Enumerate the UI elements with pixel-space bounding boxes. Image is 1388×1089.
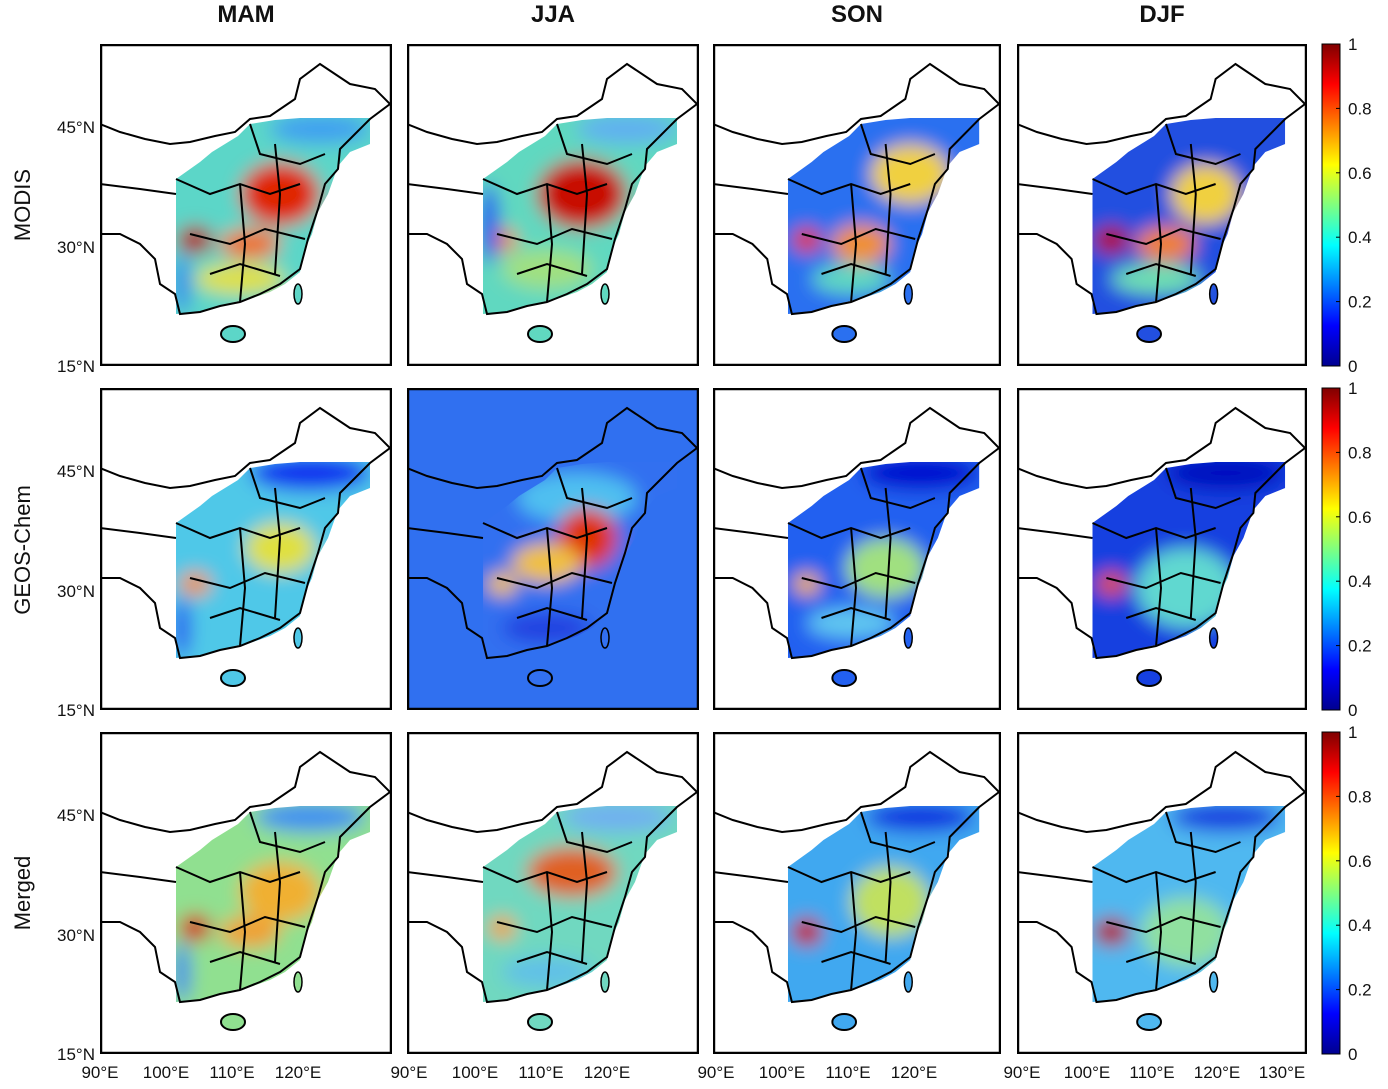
colorbar-tick-label: 0.2 [1348, 293, 1372, 312]
lon-tick-label: 100°E [1064, 1063, 1111, 1082]
lat-tick-label: 45°N [57, 118, 95, 137]
lon-tick-label: 90°E [697, 1063, 734, 1082]
lon-tick-label: 90°E [1003, 1063, 1040, 1082]
row-label: MODIS [10, 169, 35, 241]
lat-tick-label: 45°N [57, 462, 95, 481]
lon-tick-label: 90°E [390, 1063, 427, 1082]
map-panel [407, 44, 699, 366]
map-panel [100, 732, 392, 1054]
map-panel [713, 732, 1001, 1054]
lat-tick-label: 30°N [57, 238, 95, 257]
lon-tick-label: 100°E [452, 1063, 499, 1082]
map-panel [407, 388, 699, 710]
column-title: JJA [531, 1, 575, 28]
lat-tick-label: 30°N [57, 926, 95, 945]
colorbar-tick-label: 0 [1348, 1045, 1357, 1064]
colorbar-tick-label: 0.6 [1348, 852, 1372, 871]
lon-tick-label: 110°E [825, 1063, 870, 1082]
lon-tick-label: 110°E [1129, 1063, 1174, 1082]
map-panel [713, 388, 1001, 710]
lon-tick-label: 120°E [1194, 1063, 1241, 1082]
colorbar-tick-label: 0.2 [1348, 637, 1372, 656]
colorbar-tick-label: 0.8 [1348, 99, 1372, 118]
lon-ticks: 90°E 100°E 110°E 120°E 90°E 100°E 110°E … [81, 1063, 1305, 1082]
column-title: SON [831, 1, 883, 28]
colorbar-tick-label: 0.4 [1348, 572, 1372, 591]
lat-tick-label: 45°N [57, 806, 95, 825]
colorbar-tick-label: 0.8 [1348, 443, 1372, 462]
colorbar [1321, 731, 1341, 1055]
colorbar-tick-label: 1 [1348, 35, 1357, 54]
colorbar-tick-label: 0 [1348, 701, 1357, 720]
map-panel [407, 732, 699, 1054]
colorbar-tick-label: 1 [1348, 379, 1357, 398]
colorbar-tick-label: 0.6 [1348, 508, 1372, 527]
lat-tick-label: 15°N [57, 1045, 95, 1064]
map-panel [1017, 388, 1307, 710]
colorbar-tick-label: 1 [1348, 723, 1357, 742]
lon-tick-label: 110°E [518, 1063, 563, 1082]
lon-tick-label: 120°E [584, 1063, 631, 1082]
lon-tick-label: 100°E [759, 1063, 806, 1082]
lon-tick-label: 100°E [143, 1063, 190, 1082]
map-panel [100, 388, 392, 710]
row-label: GEOS-Chem [10, 485, 35, 615]
lat-tick-label: 15°N [57, 357, 95, 376]
lat-tick-label: 15°N [57, 701, 95, 720]
colorbar [1321, 387, 1341, 711]
colorbar-tick-label: 0.2 [1348, 981, 1372, 1000]
map-panel [1017, 732, 1307, 1054]
lon-tick-label: 130°E [1259, 1063, 1306, 1082]
column-title: DJF [1139, 1, 1184, 28]
colorbar-tick-label: 0.6 [1348, 164, 1372, 183]
map-panel [1017, 44, 1307, 366]
lat-tick-label: 30°N [57, 582, 95, 601]
lon-tick-label: 90°E [81, 1063, 118, 1082]
colorbar [1321, 43, 1341, 367]
lon-tick-label: 120°E [275, 1063, 322, 1082]
colorbar-tick-label: 0.8 [1348, 787, 1372, 806]
map-panel [100, 44, 392, 366]
column-title: MAM [217, 1, 274, 28]
lon-tick-label: 110°E [209, 1063, 254, 1082]
row-label: Merged [10, 856, 35, 931]
colorbar-tick-label: 0.4 [1348, 228, 1372, 247]
lat-ticks: 45°N 30°N 15°N 45°N 30°N 15°N 45°N 30°N … [57, 118, 95, 1064]
lon-tick-label: 120°E [891, 1063, 938, 1082]
map-panel [713, 44, 1001, 366]
colorbar-tick-label: 0 [1348, 357, 1357, 376]
colorbar-tick-label: 0.4 [1348, 916, 1372, 935]
